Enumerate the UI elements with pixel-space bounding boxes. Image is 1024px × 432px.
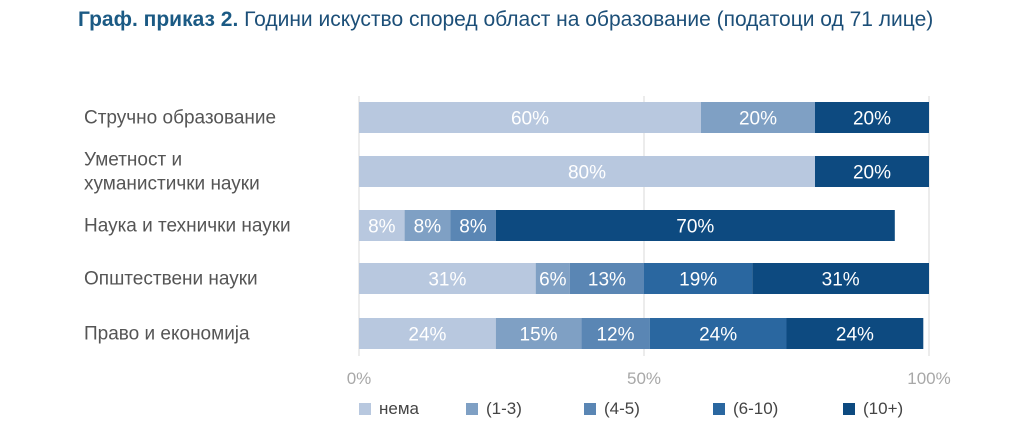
category-label: Општествени науки <box>84 269 258 290</box>
bar-value-label: 24% <box>836 325 874 346</box>
bar-segment <box>359 263 536 294</box>
legend: нема (1-3) (4-5) (6-10) (10+) <box>359 399 903 418</box>
bar-value-label: 13% <box>588 270 626 291</box>
legend-swatch <box>713 403 725 415</box>
bar-segment <box>786 318 924 349</box>
bar-segment <box>404 210 451 241</box>
x-axis-ticks: 0% 50% 100% <box>347 369 951 388</box>
bar-value-label: 24% <box>408 325 446 346</box>
bar-segment <box>569 263 644 294</box>
category-label: хуманистички науки <box>84 174 260 195</box>
bar-segment <box>644 263 753 294</box>
bar-value-label: 31% <box>428 270 466 291</box>
bar-segment <box>815 156 929 187</box>
category-label: Наука и технички науки <box>84 216 291 237</box>
bar-value-label: 8% <box>368 217 396 238</box>
category-label: Уметност и <box>84 150 182 171</box>
bar-segment <box>701 102 815 133</box>
category-labels: Стручно образование Уметност и хуманистичк… <box>84 108 291 345</box>
legend-label: (6-10) <box>733 399 778 418</box>
bar-value-label: 60% <box>511 109 549 130</box>
legend-swatch <box>843 403 855 415</box>
bar-segment <box>495 318 582 349</box>
chart-title-prefix: Граф. приказ 2. <box>78 8 239 31</box>
bar-segment <box>359 156 815 187</box>
legend-label: (10+) <box>863 399 903 418</box>
bars: 60% 20% 20% 80% 20% 8% 8% 8% 70% 31% 6% 13% 19% 31% 24… <box>359 102 929 349</box>
bar-value-label: 31% <box>822 270 860 291</box>
bar-segment <box>450 210 496 241</box>
bar-segment <box>752 263 929 294</box>
bar-value-label: 15% <box>520 325 558 346</box>
bar-segment <box>535 263 570 294</box>
bar-value-label: 6% <box>539 270 567 291</box>
legend-label: (1-3) <box>486 399 522 418</box>
bar-segment <box>359 102 701 133</box>
bar-value-label: 70% <box>676 217 714 238</box>
bar-segment <box>581 318 650 349</box>
legend-swatch <box>584 403 596 415</box>
category-label: Право и економија <box>84 324 250 345</box>
chart-title-text: Години искуство според област на образов… <box>244 8 934 31</box>
legend-swatch <box>466 403 478 415</box>
x-tick-label: 0% <box>347 369 372 388</box>
x-tick-label: 100% <box>907 369 950 388</box>
bar-segment <box>359 210 405 241</box>
bar-value-label: 20% <box>853 163 891 184</box>
bar-value-label: 19% <box>679 270 717 291</box>
bar-segment <box>495 210 895 241</box>
category-label: Стручно образование <box>84 108 276 129</box>
x-tick-label: 50% <box>627 369 661 388</box>
bar-value-label: 12% <box>596 325 634 346</box>
bar-segment <box>359 318 496 349</box>
bar-segment <box>815 102 929 133</box>
chart-title: Граф. приказ 2. Години искуство според о… <box>78 8 933 32</box>
bar-value-label: 8% <box>414 217 442 238</box>
legend-swatch <box>359 403 371 415</box>
bar-value-label: 20% <box>853 109 891 130</box>
bar-value-label: 20% <box>739 109 777 130</box>
legend-label: (4-5) <box>604 399 640 418</box>
bar-value-label: 8% <box>459 217 487 238</box>
bar-value-label: 80% <box>568 163 606 184</box>
legend-label: нема <box>379 399 420 418</box>
bar-segment <box>649 318 787 349</box>
bar-value-label: 24% <box>699 325 737 346</box>
